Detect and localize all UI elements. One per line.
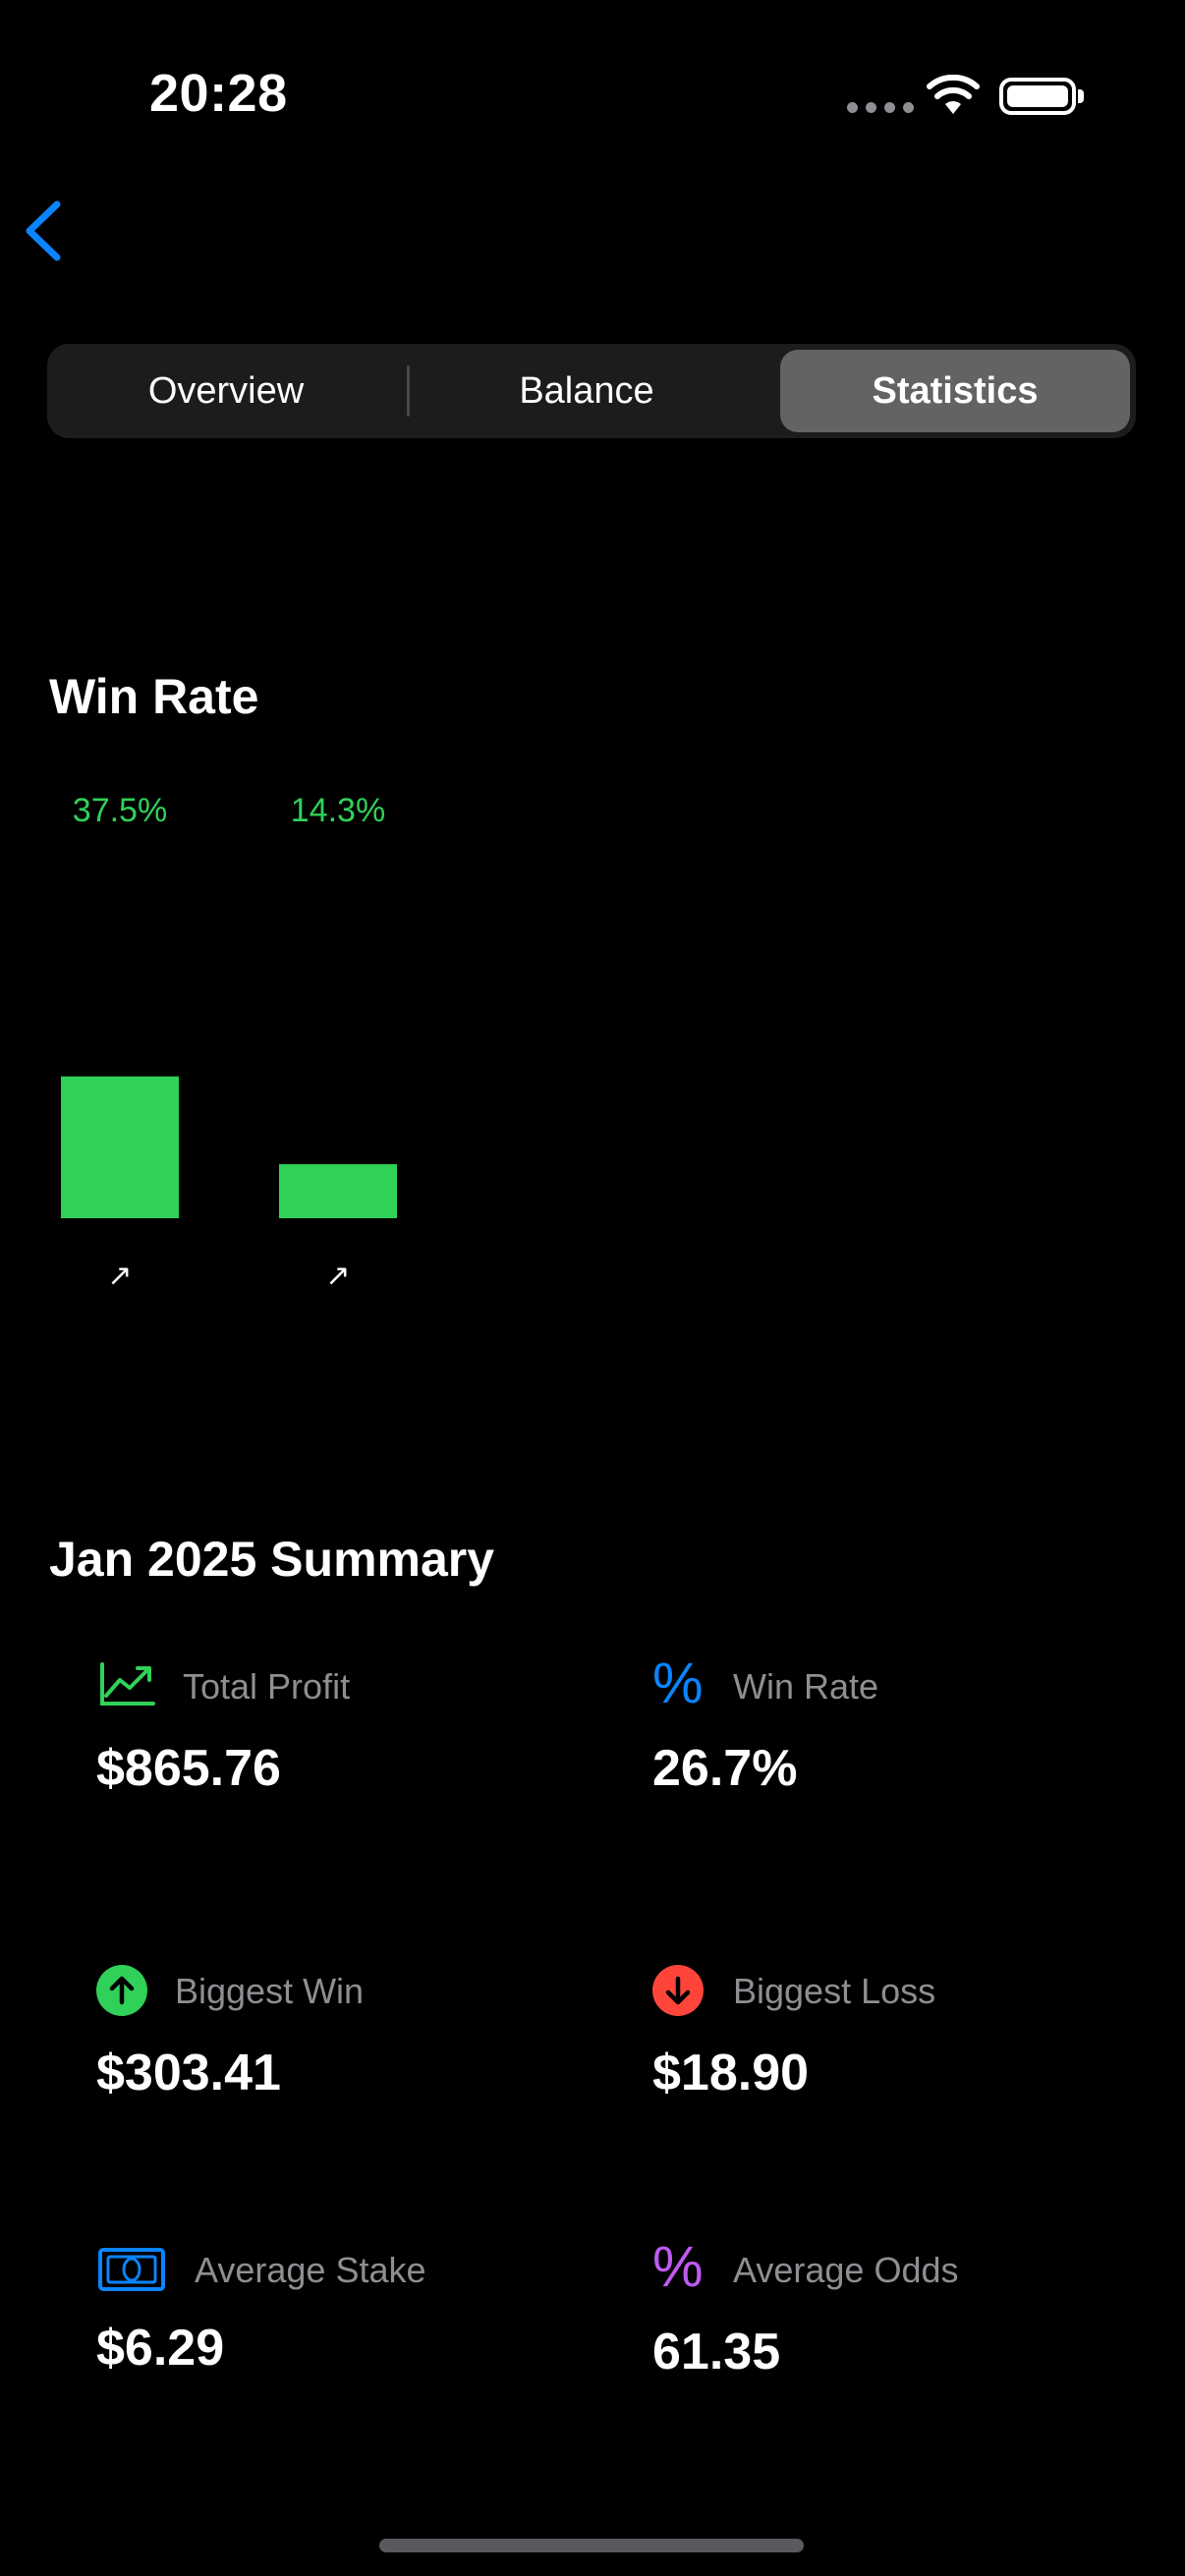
win-rate-title: Win Rate xyxy=(49,669,259,724)
average-stake-value: $6.29 xyxy=(96,2320,225,2377)
percent-icon: % xyxy=(652,1652,704,1715)
biggest-win-value: $303.41 xyxy=(96,2044,281,2101)
biggest-loss-label: Biggest Loss xyxy=(733,1971,936,2011)
chart-data-label: 37.5% xyxy=(73,792,167,829)
total-profit-label: Total Profit xyxy=(183,1666,351,1707)
biggest-win-label: Biggest Win xyxy=(175,1971,365,2011)
average-odds-label: Average Odds xyxy=(733,2250,959,2290)
segmented-control: Overview Balance Statistics xyxy=(47,344,1136,438)
segment-balance[interactable]: Balance xyxy=(519,370,654,412)
chart-line-uptrend-icon xyxy=(100,1662,155,1706)
chart-tick-label: ↗ xyxy=(107,1259,132,1293)
battery-cap xyxy=(1078,89,1084,103)
win-rate-chart: 37.5% ↗ 14.3% ↗ xyxy=(61,792,397,1293)
chart-tick-label: ↗ xyxy=(325,1259,350,1293)
segment-overview[interactable]: Overview xyxy=(147,370,305,412)
average-stake-label: Average Stake xyxy=(195,2250,426,2290)
arrow-up-circle-icon xyxy=(96,1965,147,2016)
chevron-left-icon[interactable] xyxy=(20,196,69,265)
win-rate-label: Win Rate xyxy=(733,1666,879,1707)
biggest-loss-value: $18.90 xyxy=(652,2044,810,2101)
cellular-signal-icon xyxy=(847,102,914,113)
chart-bar xyxy=(279,1163,397,1218)
win-rate-value: 26.7% xyxy=(652,1740,798,1797)
percent-icon: % xyxy=(652,2235,704,2299)
total-profit-value: $865.76 xyxy=(96,1740,281,1797)
chart-data-label: 14.3% xyxy=(291,792,385,829)
status-time: 20:28 xyxy=(149,64,288,123)
battery-icon xyxy=(999,78,1076,115)
wifi-icon xyxy=(927,75,980,114)
arrow-down-circle-icon xyxy=(652,1965,704,2016)
segment-statistics[interactable]: Statistics xyxy=(780,350,1130,432)
banknote-icon xyxy=(98,2248,165,2291)
segment-divider xyxy=(407,365,410,417)
average-odds-value: 61.35 xyxy=(652,2324,781,2380)
home-indicator xyxy=(379,2539,804,2552)
chart-bar xyxy=(61,1076,179,1218)
summary-title: Jan 2025 Summary xyxy=(49,1532,495,1587)
